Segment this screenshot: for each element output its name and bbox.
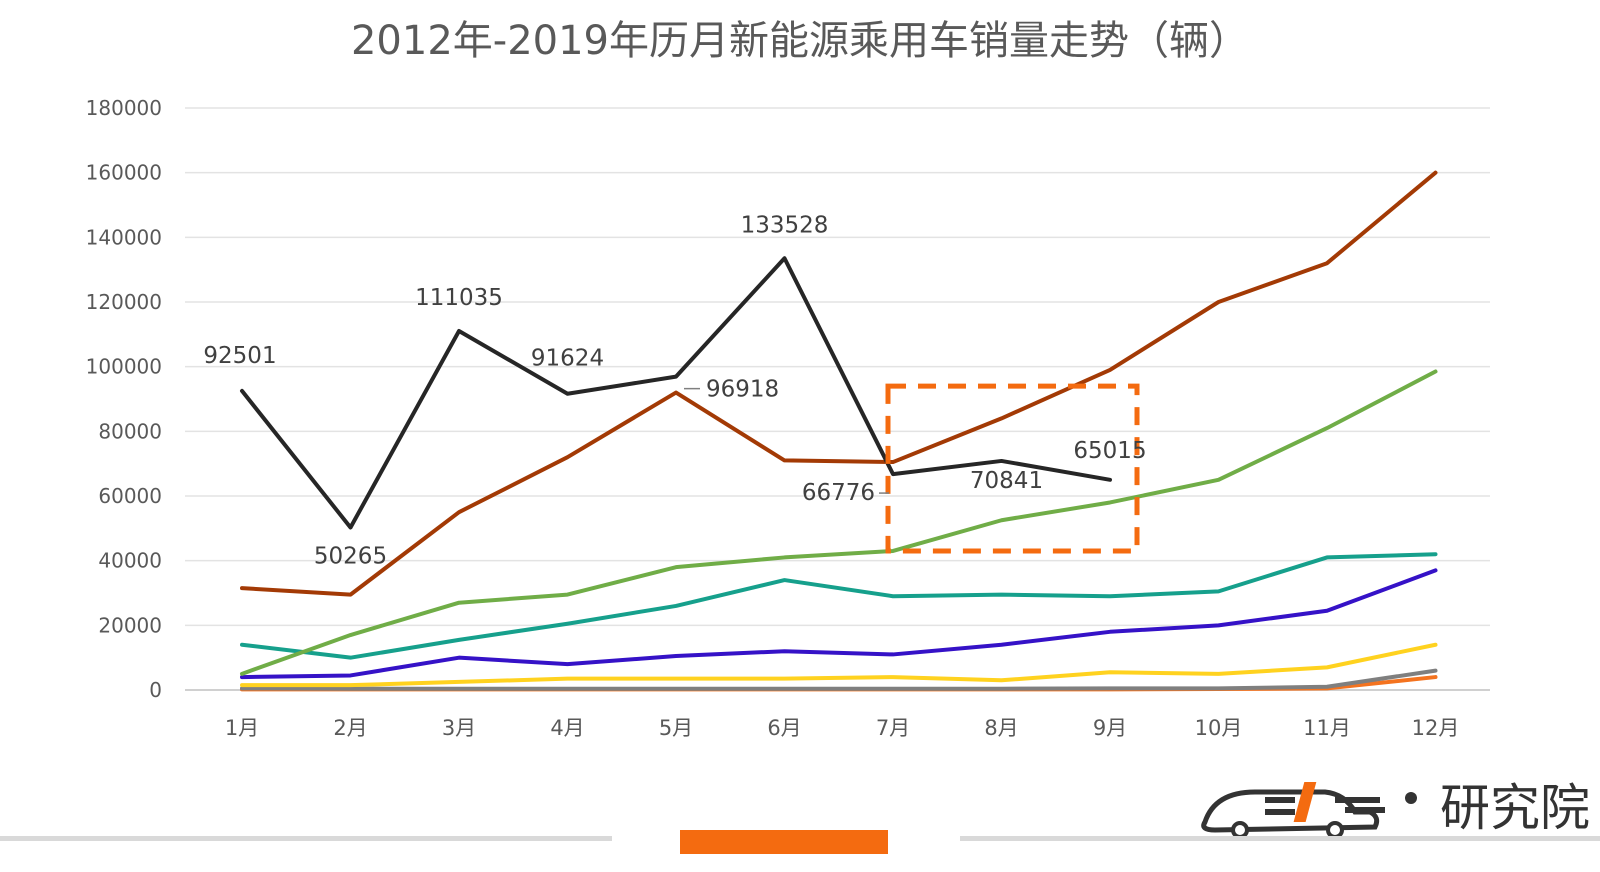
highlight-box — [885, 383, 1140, 554]
y-tick-label: 140000 — [86, 225, 162, 249]
grid-lines — [185, 107, 1490, 691]
data-label: 91624 — [531, 346, 604, 372]
series-line-2 — [240, 170, 1438, 597]
data-label: 96918 — [706, 377, 779, 403]
series-lines — [240, 170, 1438, 692]
series-line-6 — [240, 642, 1438, 688]
series-line-3 — [240, 369, 1438, 676]
data-label: 133528 — [741, 212, 829, 238]
y-tick-label: 160000 — [86, 161, 162, 185]
data-label: 65015 — [1073, 438, 1146, 464]
brand-name: 研究院 — [1440, 779, 1590, 837]
x-axis-ticks: 1月 2月 3月 4月 5月 6月 7月 8月 9月 10月 11月 12月 — [225, 716, 1460, 740]
x-tick-label: 7月 — [876, 716, 910, 740]
x-tick-label: 12月 — [1412, 716, 1460, 740]
x-tick-label: 10月 — [1195, 716, 1243, 740]
y-tick-label: 40000 — [98, 549, 162, 573]
y-tick-label: 0 — [149, 678, 162, 702]
x-tick-label: 11月 — [1303, 716, 1351, 740]
chart-title: 2012年-2019年历月新能源乘用车销量走势（辆） — [350, 18, 1250, 64]
series-line-7 — [240, 668, 1438, 691]
x-tick-label: 6月 — [767, 716, 801, 740]
data-label: 92501 — [203, 343, 276, 369]
series-line-5 — [240, 568, 1438, 680]
series-line-4 — [240, 552, 1438, 660]
footer-divider-right — [960, 836, 1600, 841]
x-tick-label: 2月 — [333, 716, 367, 740]
x-tick-label: 4月 — [550, 716, 584, 740]
x-tick-label: 9月 — [1093, 716, 1127, 740]
y-tick-label: 100000 — [86, 355, 162, 379]
x-tick-label: 1月 — [225, 716, 259, 740]
y-tick-label: 20000 — [98, 613, 162, 637]
y-axis-ticks: 0 20000 40000 60000 80000 100000 120000 140000 1… — [86, 96, 162, 702]
y-tick-label: 60000 — [98, 484, 162, 508]
footer-divider-left — [0, 836, 612, 841]
data-label: 50265 — [314, 543, 387, 569]
data-label: 70841 — [970, 468, 1043, 494]
data-label: 111035 — [415, 285, 503, 311]
x-tick-label: 5月 — [659, 716, 693, 740]
brand-logo-icon — [1201, 782, 1385, 839]
y-tick-label: 180000 — [86, 96, 162, 120]
data-label: 66776 — [802, 480, 875, 506]
y-tick-label: 80000 — [98, 419, 162, 443]
x-tick-label: 3月 — [442, 716, 476, 740]
highlight-rect — [885, 383, 1140, 554]
y-tick-label: 120000 — [86, 290, 162, 314]
footer-accent-bar — [680, 830, 888, 854]
brand-dot-icon — [1405, 792, 1417, 804]
x-tick-label: 8月 — [984, 716, 1018, 740]
series-line-1 — [240, 256, 1112, 530]
data-labels: 92501 50265 111035 91624 96918 133528 66776 708… — [203, 212, 1146, 569]
